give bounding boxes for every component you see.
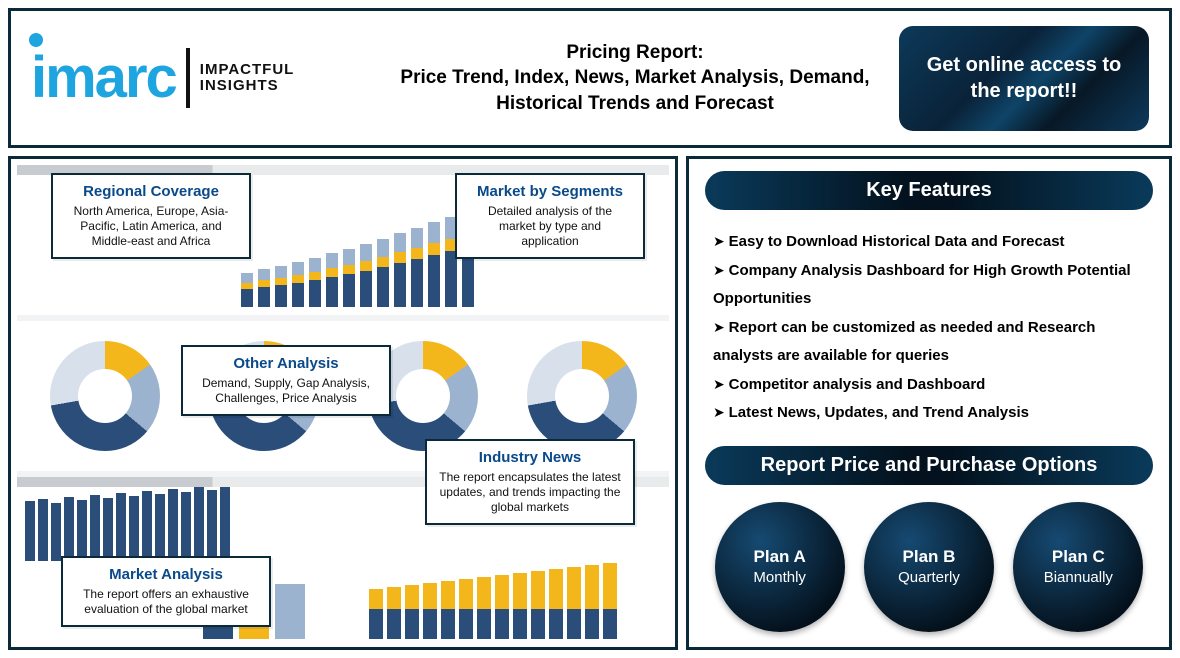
callout-other: Other Analysis Demand, Supply, Gap Analy… <box>181 345 391 416</box>
callout-title: Regional Coverage <box>65 183 237 200</box>
callout-title: Other Analysis <box>195 355 377 372</box>
callout-body: The report encapsulates the latest updat… <box>439 470 621 515</box>
donut-chart <box>50 341 160 451</box>
callout-title: Market by Segments <box>469 183 631 200</box>
callout-title: Industry News <box>439 449 621 466</box>
plan-name: Plan C <box>1052 547 1105 567</box>
dashboard-panel: Regional Coverage North America, Europe,… <box>8 156 678 650</box>
page: imarc IMPACTFUL INSIGHTS Pricing Report:… <box>0 0 1180 658</box>
mini-bar-chart <box>25 485 230 561</box>
callout-market: Market Analysis The report offers an exh… <box>61 556 271 627</box>
plan-period: Monthly <box>753 569 806 586</box>
plan-period: Biannually <box>1044 569 1113 586</box>
plans-row: Plan A MonthlyPlan B QuarterlyPlan C Bia… <box>705 499 1153 636</box>
cta-label: Get online access to the report!! <box>915 52 1133 104</box>
callout-body: The report offers an exhaustive evaluati… <box>75 587 257 617</box>
feature-item: Competitor analysis and Dashboard <box>713 371 1149 400</box>
brand-tagline-l1: IMPACTFUL <box>200 61 295 78</box>
plan-circle[interactable]: Plan B Quarterly <box>864 502 994 632</box>
cta-button[interactable]: Get online access to the report!! <box>899 26 1149 131</box>
callout-body: Detailed analysis of the market by type … <box>469 204 631 249</box>
brand-tagline-l2: INSIGHTS <box>200 77 279 94</box>
report-title: Pricing Report:Price Trend, Index, News,… <box>381 40 889 117</box>
brand-separator <box>186 48 190 108</box>
brand-name: imarc <box>31 45 176 110</box>
callout-title: Market Analysis <box>75 566 257 583</box>
brand-dot-icon <box>29 33 43 47</box>
brand-tagline: IMPACTFUL INSIGHTS <box>200 62 295 95</box>
brand-wordmark: imarc <box>31 49 176 107</box>
header-panel: imarc IMPACTFUL INSIGHTS Pricing Report:… <box>8 8 1172 148</box>
plan-name: Plan B <box>903 547 956 567</box>
features-panel: Key Features Easy to Download Historical… <box>686 156 1172 650</box>
callout-body: North America, Europe, Asia-Pacific, Lat… <box>65 204 237 249</box>
features-list: Easy to Download Historical Data and For… <box>705 224 1153 432</box>
logo-block: imarc IMPACTFUL INSIGHTS <box>31 48 371 108</box>
main-row: Regional Coverage North America, Europe,… <box>8 156 1172 650</box>
plan-circle[interactable]: Plan C Biannually <box>1013 502 1143 632</box>
plan-circle[interactable]: Plan A Monthly <box>715 502 845 632</box>
pricing-heading: Report Price and Purchase Options <box>705 446 1153 485</box>
callout-segments: Market by Segments Detailed analysis of … <box>455 173 645 259</box>
callout-regional: Regional Coverage North America, Europe,… <box>51 173 251 259</box>
plan-name: Plan A <box>754 547 806 567</box>
donut-chart <box>527 341 637 451</box>
feature-item: Easy to Download Historical Data and For… <box>713 228 1149 257</box>
callout-industry: Industry News The report encapsulates th… <box>425 439 635 525</box>
feature-item: Latest News, Updates, and Trend Analysis <box>713 399 1149 428</box>
plan-period: Quarterly <box>898 569 960 586</box>
callout-body: Demand, Supply, Gap Analysis, Challenges… <box>195 376 377 406</box>
features-heading: Key Features <box>705 171 1153 210</box>
feature-item: Company Analysis Dashboard for High Grow… <box>713 257 1149 314</box>
feature-item: Report can be customized as needed and R… <box>713 314 1149 371</box>
